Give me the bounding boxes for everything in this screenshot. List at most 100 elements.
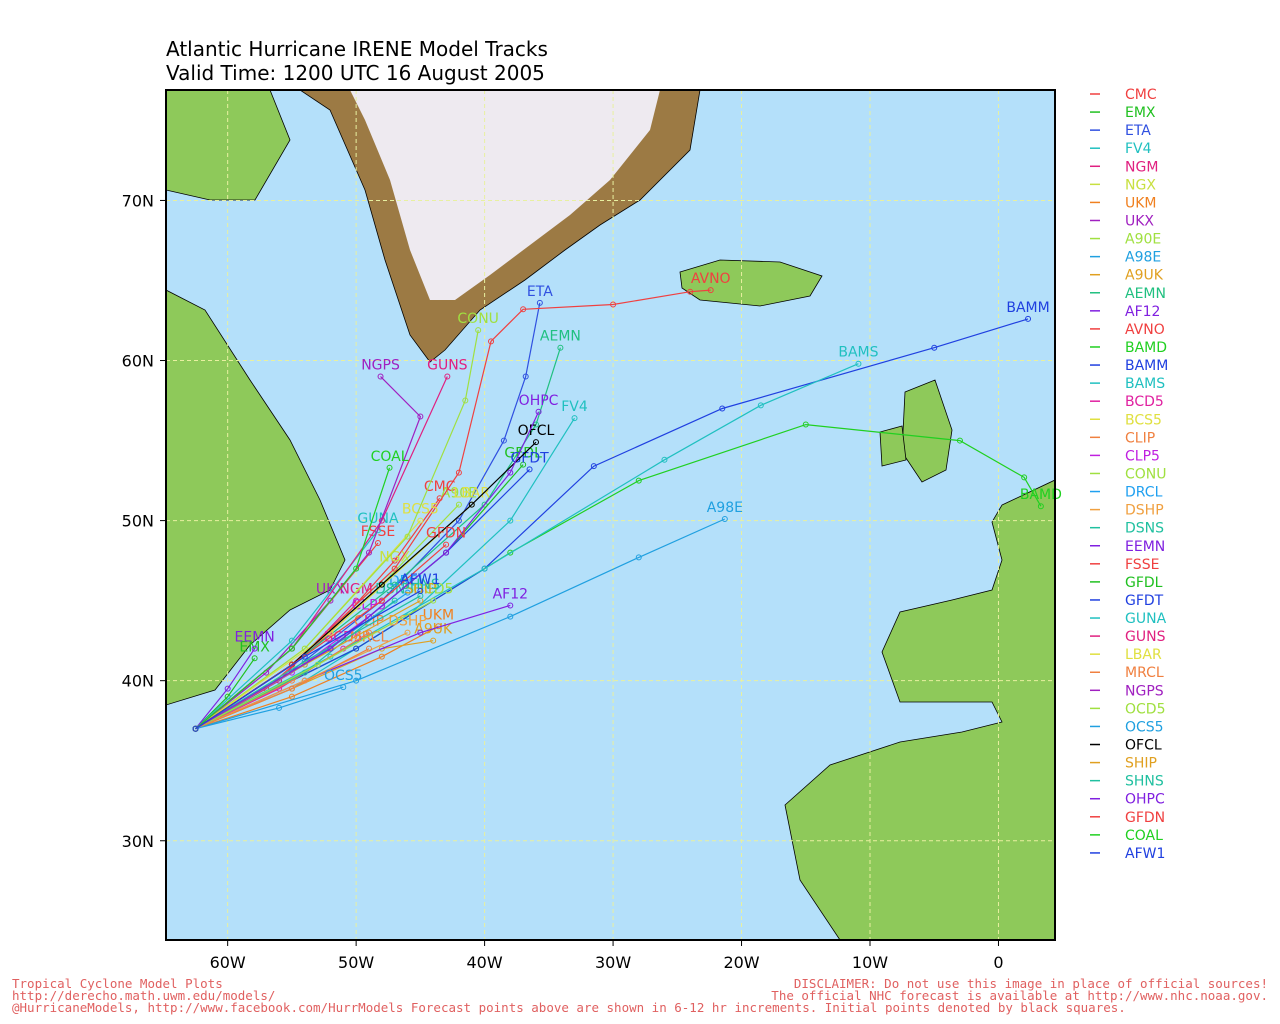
track-point bbox=[536, 299, 543, 306]
track-label: BAMD bbox=[1020, 487, 1062, 503]
x-tick-label: 20W bbox=[723, 953, 759, 972]
legend-label: OCS5 bbox=[1125, 719, 1164, 735]
track-point bbox=[224, 685, 231, 692]
basemap bbox=[166, 90, 1055, 940]
track-point bbox=[500, 437, 507, 444]
legend-label: CLIP bbox=[1125, 430, 1155, 446]
track-point bbox=[404, 533, 411, 540]
y-tick-label: 60N bbox=[122, 352, 154, 371]
legend: CMC EMX ETA FV4 NGM NGX UKM UKX A90E A98E A9UK AEMN… bbox=[1090, 87, 1168, 862]
track-point bbox=[288, 693, 295, 700]
track-point bbox=[430, 637, 437, 644]
track-label: COAL bbox=[371, 449, 409, 465]
track-label: NGPS bbox=[361, 358, 400, 374]
track-line bbox=[195, 329, 479, 730]
legend-label: GFDL bbox=[1125, 575, 1163, 591]
legend-label: NGPS bbox=[1125, 683, 1164, 699]
legend-label: DSHP bbox=[1125, 503, 1164, 519]
track-label: UKM bbox=[423, 607, 455, 623]
track-point bbox=[391, 557, 398, 564]
track-point bbox=[327, 597, 334, 604]
track-point bbox=[417, 517, 424, 524]
legend-label: A9UK bbox=[1125, 268, 1164, 284]
track-point bbox=[522, 373, 529, 380]
footer-right: The official NHC forecast is available a… bbox=[771, 988, 1268, 1003]
track-label: GUNA bbox=[357, 511, 399, 527]
tracks: CMCEMXETAFV4NGMNGXUKMUKXA90EA98EA9UKAEMN… bbox=[192, 271, 1062, 732]
legend-label: BAMM bbox=[1125, 358, 1168, 374]
track-point bbox=[365, 549, 372, 556]
track-point bbox=[455, 469, 462, 476]
track-point bbox=[532, 421, 539, 428]
track-line bbox=[195, 411, 540, 730]
track-point bbox=[1037, 503, 1044, 510]
track-point bbox=[488, 338, 495, 345]
x-tick-label: 40W bbox=[467, 953, 503, 972]
track-line bbox=[195, 318, 1029, 730]
legend-label: A98E bbox=[1125, 250, 1161, 266]
track-point bbox=[327, 645, 334, 652]
track-point bbox=[378, 597, 385, 604]
legend-label: AFW1 bbox=[1125, 846, 1165, 862]
track-label: LBAR bbox=[453, 486, 490, 502]
legend-label: UKX bbox=[1125, 213, 1154, 229]
track-label: UKX bbox=[316, 582, 345, 598]
track-point bbox=[535, 408, 542, 415]
track-line bbox=[195, 504, 473, 730]
legend-label: NGX bbox=[1125, 177, 1156, 193]
track-point bbox=[526, 466, 533, 473]
track-label: BAMS bbox=[838, 345, 878, 361]
track-label: SHNS bbox=[401, 577, 440, 593]
track-line bbox=[195, 595, 421, 730]
track-point bbox=[687, 288, 694, 295]
footer-right: DISCLAIMER: Do not use this image in pla… bbox=[794, 976, 1268, 991]
track-line bbox=[195, 625, 439, 730]
track-label: GFDN bbox=[426, 526, 466, 542]
track-point bbox=[507, 549, 514, 556]
track-line bbox=[195, 518, 726, 730]
track-point bbox=[353, 597, 360, 604]
track-line bbox=[195, 467, 391, 730]
y-tick-label: 40N bbox=[122, 672, 154, 691]
footer: Tropical Cyclone Model Plotshttp://derec… bbox=[12, 976, 1268, 1015]
track-point bbox=[391, 597, 398, 604]
track-point bbox=[288, 685, 295, 692]
track-label: ETA bbox=[527, 284, 553, 300]
track-point bbox=[571, 415, 578, 422]
track-point bbox=[557, 344, 564, 351]
track-point bbox=[378, 653, 385, 660]
track-point bbox=[507, 517, 514, 524]
track-point bbox=[365, 645, 372, 652]
track-line bbox=[195, 590, 421, 730]
north-america bbox=[166, 289, 346, 706]
legend-label: SHNS bbox=[1125, 774, 1164, 790]
track-point bbox=[661, 456, 668, 463]
track-point bbox=[855, 360, 862, 367]
plot-frame bbox=[165, 89, 1056, 941]
track-point bbox=[520, 306, 527, 313]
track-point bbox=[288, 661, 295, 668]
legend-label: CMC bbox=[1125, 87, 1157, 103]
track-point bbox=[443, 549, 450, 556]
legend-label: BCS5 bbox=[1125, 412, 1162, 428]
footer-left: http://derecho.math.uwm.edu/models/ bbox=[12, 988, 275, 1003]
y-tick-label: 30N bbox=[122, 832, 154, 851]
track-line bbox=[195, 289, 711, 730]
track-point bbox=[1021, 474, 1028, 481]
track-point bbox=[430, 597, 437, 604]
track-label: NGX bbox=[379, 550, 410, 566]
track-point bbox=[288, 637, 295, 644]
track-point bbox=[475, 327, 482, 334]
track-point bbox=[931, 344, 938, 351]
track-label: GUNS bbox=[427, 358, 468, 374]
track-point bbox=[404, 589, 411, 596]
track-label: BCS5 bbox=[402, 502, 439, 518]
track-point bbox=[721, 516, 728, 523]
europe-africa bbox=[784, 479, 1055, 940]
axis-ticks: 60W 50W 40W 30W 20W 10W 0 30N 40N 50N 60N 70N bbox=[122, 191, 1004, 972]
legend-label: FV4 bbox=[1125, 141, 1152, 157]
track-point bbox=[757, 402, 764, 409]
track-point bbox=[481, 501, 488, 508]
legend-label: AEMN bbox=[1125, 286, 1166, 302]
